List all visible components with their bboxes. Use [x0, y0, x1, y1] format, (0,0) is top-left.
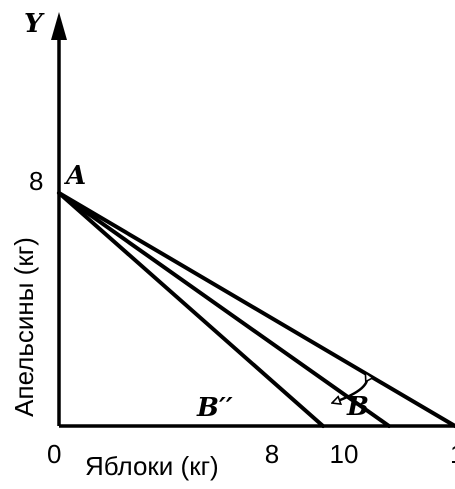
x-tick-label: 1: [450, 439, 455, 469]
y-axis-symbol: Y: [24, 9, 45, 39]
point-label-b-double-prime: B′′: [196, 393, 233, 423]
origin-label: 0: [47, 439, 61, 469]
y-axis-label: Апельсины (кг): [9, 237, 39, 417]
x-tick-label: 10: [330, 439, 359, 469]
point-label-b: B: [346, 392, 369, 422]
y-axis-arrow-icon: [51, 12, 67, 40]
x-axis-label: Яблоки (кг): [85, 451, 219, 481]
budget-line-3: [57, 191, 325, 428]
budget-line-2: [57, 191, 391, 428]
budget-line-1: [57, 191, 455, 428]
y-tick-label: 8: [29, 166, 43, 196]
shift-arrow: [333, 374, 367, 403]
point-label-a: A: [63, 161, 86, 191]
budget-lines: [57, 191, 455, 428]
x-tick-label: 8: [265, 439, 279, 469]
